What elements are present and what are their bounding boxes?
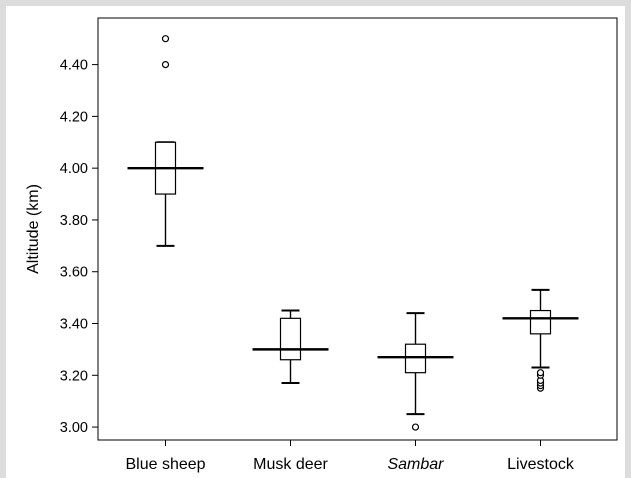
outlier-0-1 (161, 35, 170, 43)
box-2 (404, 343, 427, 374)
category-label-0: Blue sheep (125, 456, 205, 473)
box-1 (279, 317, 302, 361)
y-tick-label-2: 3.40 (60, 316, 88, 332)
box-3 (529, 309, 552, 335)
outlier-2-0 (411, 423, 420, 431)
outlier-0-0 (161, 61, 170, 69)
y-tick-label-0: 3.00 (60, 420, 88, 436)
y-tick-label-6: 4.20 (60, 109, 88, 125)
category-label-1: Musk deer (253, 456, 328, 473)
category-label-2: Sambar (387, 456, 444, 473)
y-tick-label-3: 3.60 (60, 265, 88, 281)
category-label-3: Livestock (507, 456, 575, 473)
plot-border (97, 17, 618, 441)
plot-area: 3.00 3.20 3.40 3.60 3.80 4.00 4.20 4.40 Altitude… (25, 17, 618, 473)
y-axis-title: Altitude (km) (25, 184, 42, 274)
outlier-3-5 (536, 369, 545, 377)
y-tick-label-4: 3.80 (60, 213, 88, 229)
y-tick-label-1: 3.20 (60, 368, 88, 384)
y-tick-label-5: 4.00 (60, 161, 88, 177)
y-tick-label-7: 4.40 (60, 58, 88, 74)
